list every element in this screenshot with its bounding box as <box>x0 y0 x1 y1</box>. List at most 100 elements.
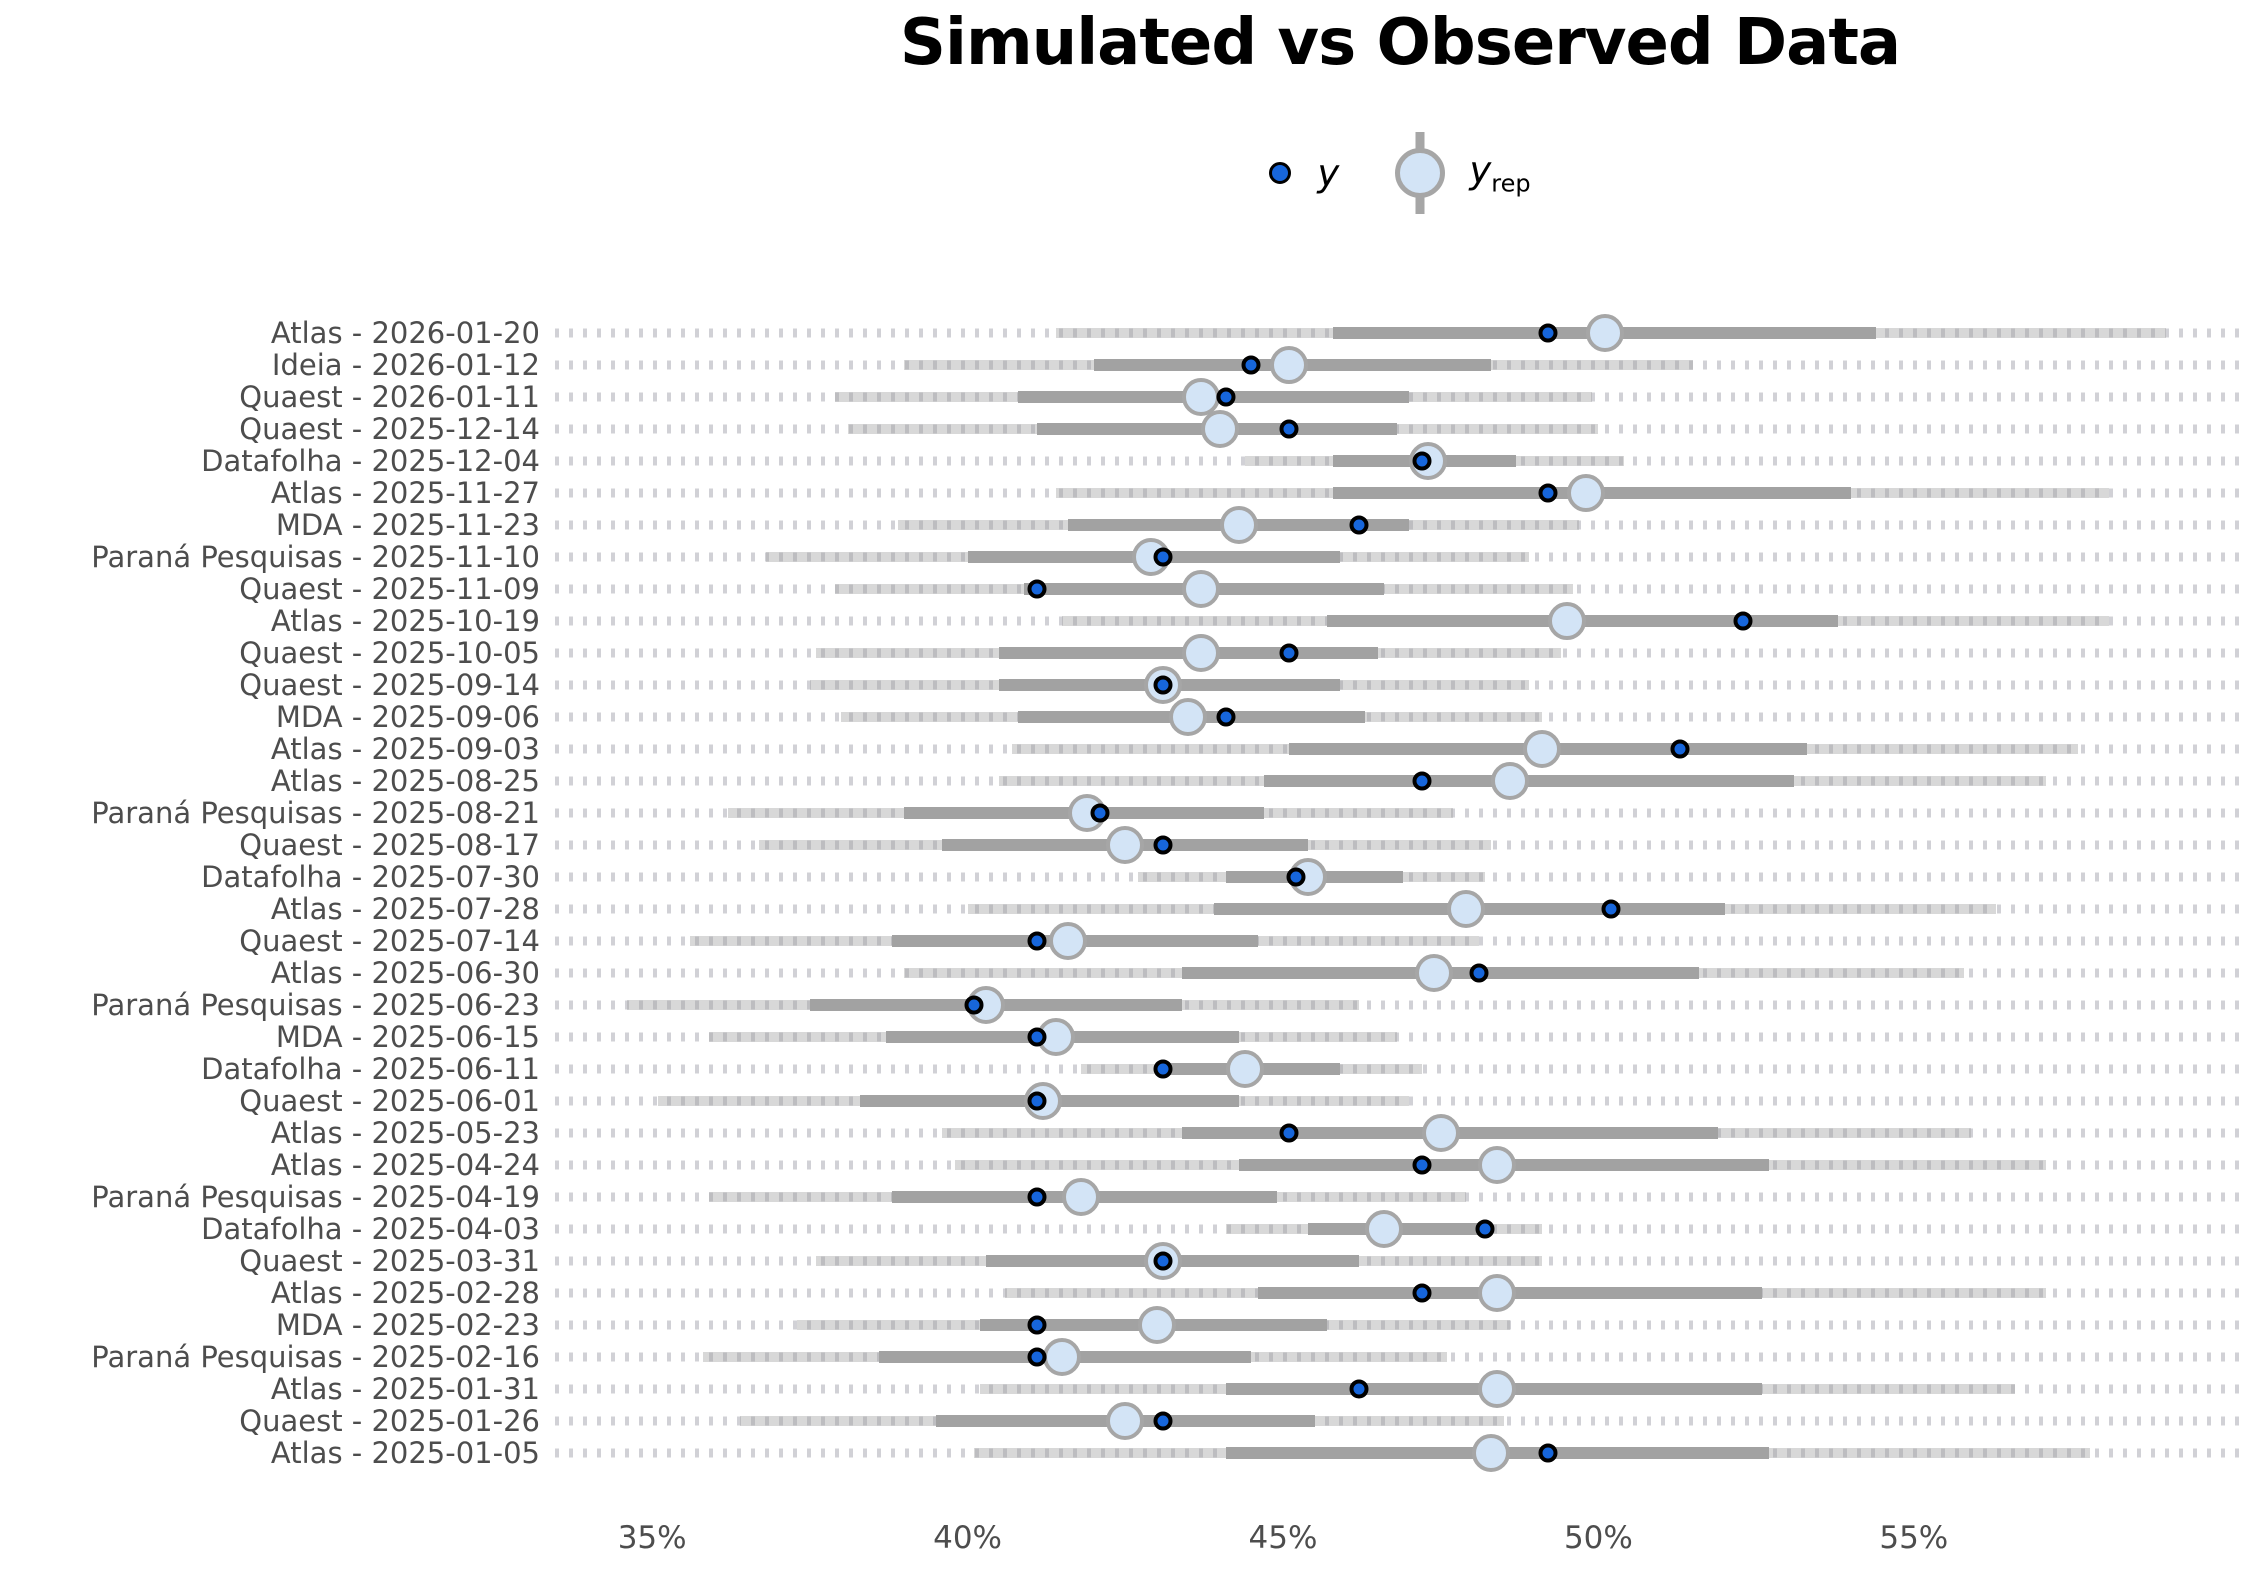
row-label: Quaest - 2025-08-17 <box>239 828 540 862</box>
yrep-median-circle <box>1226 1050 1265 1088</box>
observed-point <box>1279 643 1299 663</box>
observed-point <box>1475 1219 1495 1239</box>
row-label: Quaest - 2025-03-31 <box>239 1244 540 1278</box>
interval-row <box>555 634 2245 672</box>
yrep-median-circle <box>1219 506 1258 544</box>
row-label: Datafolha - 2025-12-04 <box>201 444 540 478</box>
row-label: Atlas - 2025-07-28 <box>270 892 540 926</box>
dotted-gridline <box>555 648 2241 658</box>
yrep-median-circle <box>1585 314 1624 352</box>
interval-row <box>555 1402 2245 1440</box>
interval-row <box>555 794 2245 832</box>
dotted-gridline <box>555 1192 2241 1202</box>
row-label: Quaest - 2025-11-09 <box>239 572 540 606</box>
observed-point <box>1412 1155 1432 1175</box>
observed-point <box>1216 387 1236 407</box>
interval-row <box>555 890 2245 928</box>
observed-point <box>1538 483 1558 503</box>
x-tick-label: 40% <box>933 1520 1003 1556</box>
interval-row <box>555 602 2245 640</box>
yrep-median-circle <box>1270 346 1309 384</box>
interval-row <box>555 1114 2245 1152</box>
observed-point <box>1153 547 1173 567</box>
row-label: MDA - 2025-06-15 <box>275 1020 540 1054</box>
yrep-median-circle <box>1137 1306 1176 1344</box>
interval-row <box>555 1018 2245 1056</box>
dotted-gridline <box>555 1000 2241 1010</box>
observed-point <box>1412 1283 1432 1303</box>
observed-point <box>1090 803 1110 823</box>
interval-row <box>555 730 2245 768</box>
yrep-median-circle <box>1049 922 1088 960</box>
observed-point <box>1349 515 1369 535</box>
x-tick-label: 35% <box>617 1520 687 1556</box>
dotted-gridline <box>555 424 2241 434</box>
observed-point <box>1027 931 1047 951</box>
row-label: Quaest - 2025-06-01 <box>239 1084 540 1118</box>
dotted-gridline <box>555 840 2241 850</box>
yrep-median-circle <box>1522 730 1561 768</box>
observed-point <box>1153 1251 1173 1271</box>
interval-row <box>555 410 2245 448</box>
row-label: Quaest - 2025-10-05 <box>239 636 540 670</box>
y-axis-labels: Atlas - 2026-01-20 Ideia - 2026-01-12 Quae… <box>0 316 540 1470</box>
dotted-gridline <box>555 1096 2241 1106</box>
observed-point <box>1153 675 1173 695</box>
observed-point <box>1286 867 1306 887</box>
legend-yrep-circle <box>1395 148 1446 198</box>
observed-point <box>1670 739 1690 759</box>
observed-point <box>1538 323 1558 343</box>
yrep-median-circle <box>1364 1210 1403 1248</box>
interval-row <box>555 986 2245 1024</box>
interval-row <box>555 1146 2245 1184</box>
interval-row <box>555 1210 2245 1248</box>
interval-row <box>555 442 2245 480</box>
observed-point <box>1469 963 1489 983</box>
observed-point <box>1216 707 1236 727</box>
observed-point <box>1027 1315 1047 1335</box>
dotted-gridline <box>555 808 2241 818</box>
observed-point <box>1279 1123 1299 1143</box>
yrep-median-circle <box>1043 1338 1082 1376</box>
legend-observed-dot-icon <box>1269 162 1292 184</box>
yrep-median-circle <box>1472 1434 1511 1472</box>
interval-row <box>555 570 2245 608</box>
interval-row <box>555 1338 2245 1376</box>
yrep-median-circle <box>1547 602 1586 640</box>
row-label: Quaest - 2026-01-11 <box>239 380 540 414</box>
interval-row <box>555 858 2245 896</box>
observed-point <box>1279 419 1299 439</box>
row-label: MDA - 2025-02-23 <box>275 1308 540 1342</box>
interval-row <box>555 506 2245 544</box>
yrep-median-circle <box>1106 1402 1145 1440</box>
chart-title: Simulated vs Observed Data <box>899 6 1901 80</box>
observed-point <box>964 995 984 1015</box>
observed-point <box>1241 355 1261 375</box>
interval-row <box>555 666 2245 704</box>
dotted-gridline <box>555 1320 2241 1330</box>
row-label: Atlas - 2025-02-28 <box>270 1276 540 1310</box>
dotted-gridline <box>555 936 2241 946</box>
observed-point <box>1349 1379 1369 1399</box>
observed-point <box>1027 579 1047 599</box>
plot-panel <box>555 314 2245 1472</box>
row-label: Paraná Pesquisas - 2025-04-19 <box>91 1180 540 1214</box>
interval-row <box>555 954 2245 992</box>
row-label: Atlas - 2025-05-23 <box>270 1116 540 1150</box>
interval-row <box>555 1050 2245 1088</box>
observed-point <box>1027 1187 1047 1207</box>
observed-point <box>1733 611 1753 631</box>
yrep-median-circle <box>1491 762 1530 800</box>
row-label: Atlas - 2025-01-05 <box>270 1436 540 1470</box>
row-label: MDA - 2025-11-23 <box>275 508 540 542</box>
interval-row <box>555 1242 2245 1280</box>
observed-point <box>1027 1027 1047 1047</box>
yrep-median-circle <box>1478 1370 1517 1408</box>
interval-row <box>555 378 2245 416</box>
row-label: Paraná Pesquisas - 2025-02-16 <box>91 1340 540 1374</box>
dotted-gridline <box>555 680 2241 690</box>
dotted-gridline <box>555 1032 2241 1042</box>
yrep-median-circle <box>1478 1274 1517 1312</box>
interval-row <box>555 1370 2245 1408</box>
yrep-median-circle <box>1566 474 1605 512</box>
